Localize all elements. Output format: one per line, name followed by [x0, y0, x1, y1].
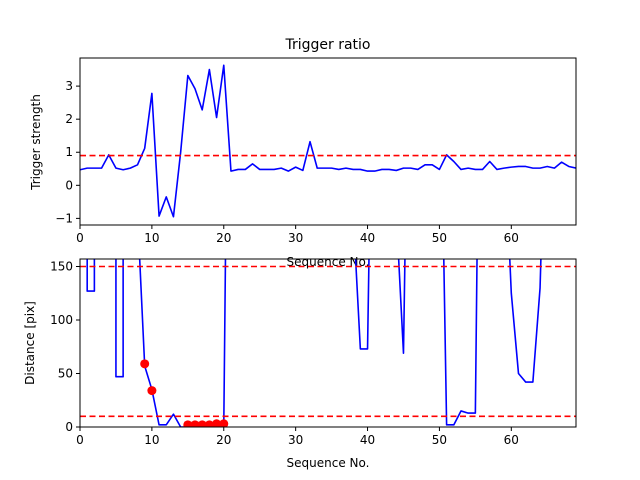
distance-panel: Distance [pix] Sequence No. 0 10 20 30 40 50 6… — [23, 258, 577, 470]
y-tick-label: 100 — [50, 313, 73, 327]
x-tick-label: 10 — [144, 231, 159, 245]
x-tick-label: 10 — [144, 433, 159, 447]
series-line — [80, 64, 576, 218]
data-point-marker — [219, 419, 229, 427]
x-axis-label: Sequence No. — [287, 456, 370, 470]
x-tick-label: 50 — [432, 231, 447, 245]
data-point-marker — [183, 420, 193, 427]
x-tick-label: 60 — [504, 231, 519, 245]
x-tick-label: 20 — [216, 231, 231, 245]
x-tick-label: 0 — [76, 433, 84, 447]
data-point-marker — [147, 386, 157, 396]
data-point-marker — [212, 419, 222, 427]
axes-frame — [79, 57, 577, 226]
y-tick-label: 1 — [65, 145, 73, 159]
x-tick-label: 20 — [216, 433, 231, 447]
y-tick-label: −1 — [55, 211, 73, 225]
x-tick-label: 60 — [504, 433, 519, 447]
x-tick-label: 30 — [288, 433, 303, 447]
x-tick-label: 40 — [360, 231, 375, 245]
y-axis-label: Trigger strength — [29, 94, 43, 191]
series-line — [86, 259, 542, 427]
x-tick-label: 50 — [432, 433, 447, 447]
data-point-marker — [140, 359, 150, 369]
y-tick-label: 50 — [58, 366, 73, 380]
x-tick-label: 40 — [360, 433, 375, 447]
y-tick-label: 3 — [65, 79, 73, 93]
data-point-marker — [190, 420, 200, 427]
x-tick-label: 0 — [76, 231, 84, 245]
y-tick-label: 0 — [65, 420, 73, 434]
axes-frame — [79, 258, 577, 428]
chart-title: Trigger ratio — [284, 37, 370, 53]
trigger-ratio-panel: Trigger ratio Trigger strength Sequence … — [29, 37, 577, 269]
y-tick-label: 150 — [50, 259, 73, 273]
y-axis-label: Distance [pix] — [23, 301, 37, 385]
data-point-marker — [197, 420, 207, 427]
plot-area — [80, 259, 576, 427]
data-point-marker — [204, 420, 214, 427]
plot-area — [80, 64, 576, 218]
y-tick-label: 0 — [65, 178, 73, 192]
x-tick-label: 30 — [288, 231, 303, 245]
y-tick-label: 2 — [65, 112, 73, 126]
